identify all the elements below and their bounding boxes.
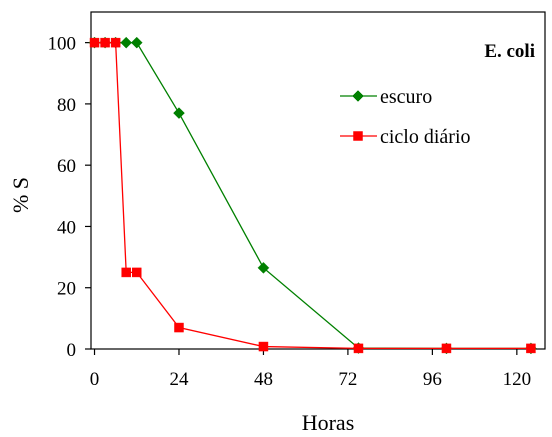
data-point [110,37,121,48]
x-tick-label: 24 [169,369,189,390]
y-tick-label: 0 [67,340,77,361]
y-tick-label: 100 [48,34,77,55]
chart-title: E. coli [484,41,535,62]
data-point [258,341,269,352]
series-2 [89,37,536,354]
legend-label: ciclo diário [380,126,471,148]
axes: 0 20 40 60 80 100 0 24 48 72 96 120 [48,11,546,390]
y-tick-label: 60 [57,156,76,177]
legend-marker [353,131,363,141]
legend-label: escuro [380,86,432,108]
data-point [441,343,452,354]
data-point [121,267,131,278]
x-tick-label: 120 [503,369,532,390]
x-tick-label: 96 [423,369,442,390]
data-point [120,36,133,49]
data-point [353,343,364,354]
legend-item-2: ciclo diário [340,126,471,148]
x-tick-label: 0 [90,369,100,390]
legend-item-1: escuro [340,86,432,108]
x-tick-label: 48 [254,369,273,390]
y-tick-label: 20 [57,279,76,300]
plot-area-frame [90,11,546,350]
y-axis-label: % S [8,177,33,213]
data-point [173,107,185,119]
data-point [132,267,142,278]
y-tick-label: 80 [57,95,76,116]
x-tick-label: 72 [338,369,357,390]
data-point [100,37,110,48]
series-1 [88,36,537,355]
series-line [94,41,531,350]
data-point [130,36,143,49]
y-tick-label: 40 [57,217,76,238]
data-point [174,322,184,333]
data-point [257,261,270,274]
data-point [89,37,100,48]
series-layer [88,36,537,355]
legend: escuro ciclo diário [340,86,471,148]
data-point [526,343,536,354]
legend-marker [352,90,364,102]
x-axis-label: Horas [302,410,355,435]
